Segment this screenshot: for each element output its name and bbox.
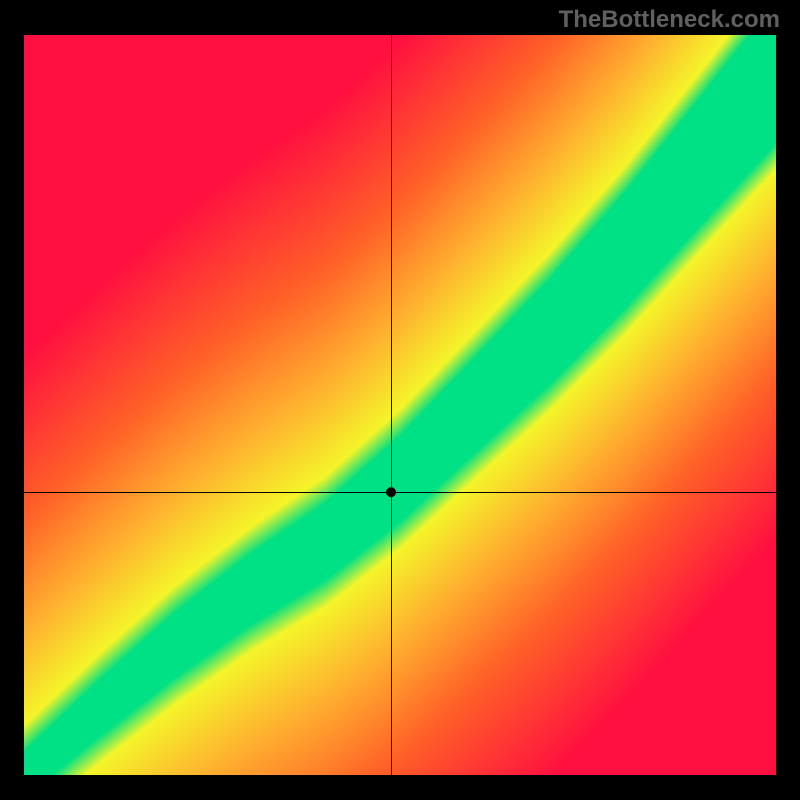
chart-container: TheBottleneck.com — [0, 0, 800, 800]
bottleneck-heatmap — [0, 0, 800, 800]
watermark-text: TheBottleneck.com — [559, 6, 780, 34]
